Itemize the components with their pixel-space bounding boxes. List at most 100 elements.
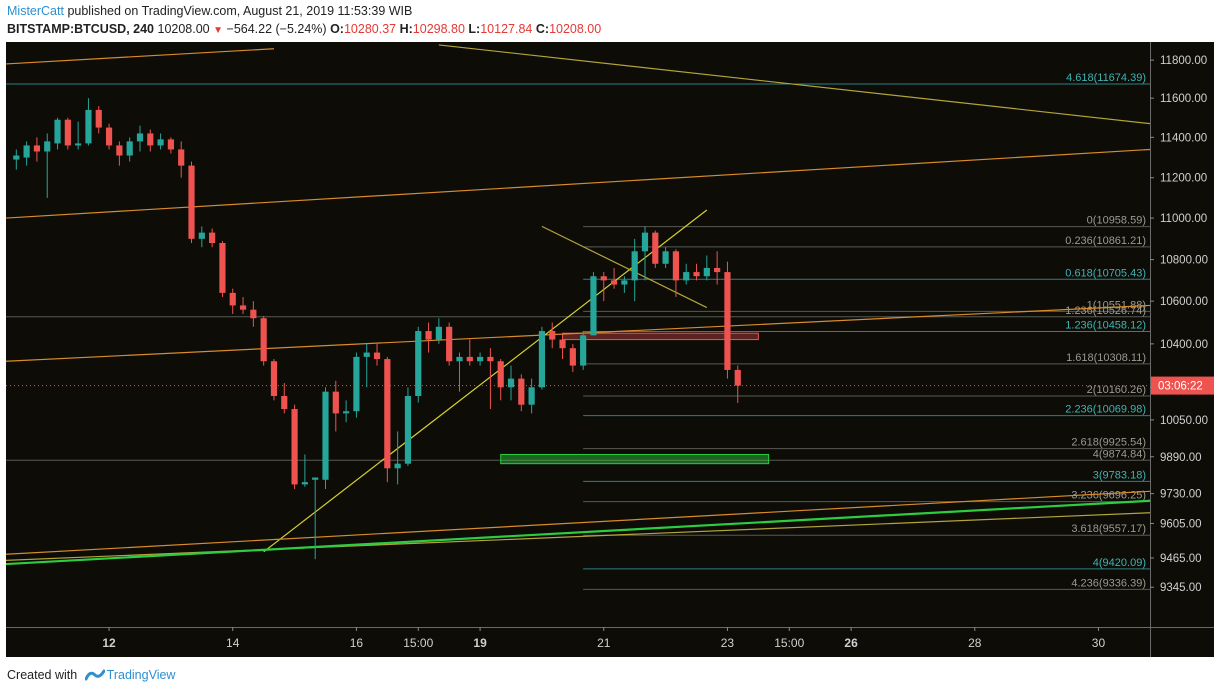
candle-up xyxy=(157,139,164,146)
fib-level-label: 1.236(10458.12) xyxy=(1065,319,1146,331)
countdown-badge xyxy=(1151,376,1214,395)
time-tick-label: 12 xyxy=(102,636,116,650)
candle-down xyxy=(693,272,700,277)
candle-up xyxy=(44,141,51,152)
price-tick-label: 9890.00 xyxy=(1160,452,1202,464)
green-zone xyxy=(500,453,770,465)
candle-down xyxy=(209,232,216,244)
fib-level-label: 2(10160.26) xyxy=(1087,384,1146,396)
candle-up xyxy=(75,143,82,146)
candle-down xyxy=(518,378,525,405)
candle-down xyxy=(610,280,618,285)
candle-down xyxy=(425,331,432,340)
candle-up xyxy=(590,276,597,336)
candle-up xyxy=(528,387,535,405)
fib-level-label: 1.618(10308.11) xyxy=(1066,352,1146,364)
orange-trendline xyxy=(6,48,274,65)
low-label: L: xyxy=(468,22,481,36)
price-tick-label: 10400.00 xyxy=(1160,339,1208,351)
published-text: published on TradingView.com, August 21,… xyxy=(67,4,413,18)
price-tick-label: 10800.00 xyxy=(1160,255,1208,267)
candle-down xyxy=(239,305,247,310)
tradingview-logo-icon xyxy=(84,669,105,681)
candle-down xyxy=(549,331,556,340)
candle-up xyxy=(621,280,628,285)
candle-down xyxy=(672,251,680,281)
candle-up xyxy=(435,326,442,340)
candle-up xyxy=(126,141,133,156)
author-link[interactable]: MisterCatt xyxy=(7,4,64,18)
olive-trendline xyxy=(541,225,708,309)
candle-down xyxy=(281,396,288,410)
price-tick-label: 9605.00 xyxy=(1160,518,1202,530)
candle-down xyxy=(291,409,298,485)
orange-trendline xyxy=(6,304,1150,362)
time-tick-label: 16 xyxy=(350,636,364,650)
countdown-label: 03:06:22 xyxy=(1158,381,1203,393)
candle-down xyxy=(105,127,113,146)
candle-up xyxy=(703,267,710,277)
close-value: 10208.00 xyxy=(549,22,602,36)
candle-down xyxy=(652,232,659,264)
time-tick-label: 15:00 xyxy=(774,636,804,650)
candle-down xyxy=(734,369,741,386)
candle-up xyxy=(456,356,463,362)
candle-down xyxy=(724,272,731,370)
time-tick-label: 26 xyxy=(844,636,858,650)
candle-down xyxy=(487,356,494,362)
yellow-trendline xyxy=(263,209,708,553)
candle-down xyxy=(188,165,195,239)
chart-area[interactable]: 4.618(11674.39) 0(10958.59) 0.236(10861.21… xyxy=(6,42,1214,657)
fib-level-label: 1(10551.88) xyxy=(1087,299,1146,311)
candle-up xyxy=(662,251,669,264)
candle-down xyxy=(384,359,391,469)
price-tick-label: 9345.00 xyxy=(1160,582,1202,594)
candle-up xyxy=(580,335,587,366)
candle-up xyxy=(312,477,319,480)
change-value: −564.22 (−5.24%) xyxy=(226,22,327,36)
candle-up xyxy=(631,251,638,281)
orange-trendline xyxy=(6,490,1150,555)
candle-up xyxy=(683,272,690,281)
open-value: 10280.37 xyxy=(343,22,397,36)
candle-up xyxy=(343,411,350,414)
candle-up xyxy=(363,352,370,357)
publish-line: MisterCatt published on TradingView.com,… xyxy=(7,4,412,18)
fib-level-label: 0(10958.59) xyxy=(1087,215,1146,227)
price-chart[interactable]: 4.618(11674.39) 0(10958.59) 0.236(10861.21… xyxy=(6,42,1214,657)
candle-up xyxy=(54,119,61,144)
candle-up xyxy=(404,396,412,464)
candle-down xyxy=(178,149,185,166)
price-tick-label: 11000.00 xyxy=(1160,213,1207,225)
price-tick-label: 11600.00 xyxy=(1160,93,1207,105)
time-tick-label: 15:00 xyxy=(403,636,433,650)
last-price: 10208.00 xyxy=(157,22,210,36)
candle-down xyxy=(147,133,154,146)
tradingview-link[interactable]: TradingView xyxy=(106,668,176,682)
candle-up xyxy=(13,155,20,160)
fib-level-label: 3.618(9557.17) xyxy=(1071,523,1146,535)
ohlc-line: BITSTAMP:BTCUSD, 240 10208.00 ▼ −564.22 … xyxy=(7,22,601,36)
plot-area: 4.618(11674.39) 0(10958.59) 0.236(10861.21… xyxy=(6,44,1150,590)
fib-level-label: 2.618(9925.54) xyxy=(1071,437,1146,449)
candle-up xyxy=(476,356,484,362)
high-value: 10298.80 xyxy=(412,22,465,36)
time-tick-label: 28 xyxy=(968,636,982,650)
low-value: 10127.84 xyxy=(480,22,533,36)
fib-level-label: 4.236(9336.39) xyxy=(1071,577,1146,589)
fib-level-label: 4(9420.09) xyxy=(1093,557,1146,569)
fib-level-label: 4.618(11674.39) xyxy=(1066,72,1146,84)
candle-down xyxy=(260,318,267,362)
price-tick-label: 10050.00 xyxy=(1160,415,1208,427)
olive-trendline xyxy=(438,44,1150,125)
candle-down xyxy=(167,139,174,150)
close-label: C: xyxy=(535,22,550,36)
candle-up xyxy=(538,331,546,388)
time-tick-label: 21 xyxy=(597,636,611,650)
candle-down xyxy=(497,361,504,388)
time-tick-label: 23 xyxy=(721,636,735,650)
price-tick-label: 10600.00 xyxy=(1160,296,1208,308)
down-arrow-icon: ▼ xyxy=(213,25,224,36)
symbol-label: BITSTAMP:BTCUSD, 240 xyxy=(7,22,155,36)
candle-up xyxy=(641,232,649,252)
